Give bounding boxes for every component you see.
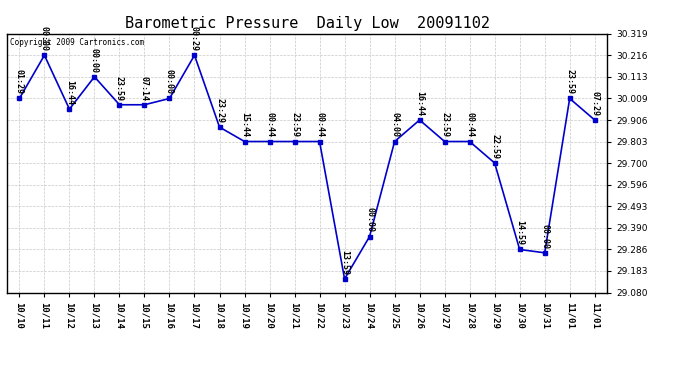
Text: 04:00: 04:00 (390, 112, 399, 137)
Text: 23:59: 23:59 (440, 112, 449, 137)
Text: 16:44: 16:44 (65, 80, 74, 105)
Title: Barometric Pressure  Daily Low  20091102: Barometric Pressure Daily Low 20091102 (125, 16, 489, 31)
Text: 00:29: 00:29 (190, 26, 199, 51)
Text: 16:44: 16:44 (415, 91, 424, 116)
Text: 00:44: 00:44 (315, 112, 324, 137)
Text: 00:00: 00:00 (40, 26, 49, 51)
Text: 23:29: 23:29 (215, 98, 224, 123)
Text: 00:00: 00:00 (540, 224, 549, 249)
Text: 23:59: 23:59 (565, 69, 574, 94)
Text: 01:29: 01:29 (15, 69, 24, 94)
Text: 00:44: 00:44 (465, 112, 474, 137)
Text: 07:29: 07:29 (590, 91, 599, 116)
Text: Copyright 2009 Cartronics.com: Copyright 2009 Cartronics.com (10, 38, 144, 46)
Text: 23:59: 23:59 (290, 112, 299, 137)
Text: 23:59: 23:59 (115, 76, 124, 100)
Text: 00:44: 00:44 (265, 112, 274, 137)
Text: 00:00: 00:00 (165, 69, 174, 94)
Text: 00:00: 00:00 (365, 207, 374, 232)
Text: 07:14: 07:14 (140, 76, 149, 100)
Text: 14:59: 14:59 (515, 220, 524, 245)
Text: 00:00: 00:00 (90, 48, 99, 73)
Text: 22:59: 22:59 (490, 134, 499, 159)
Text: 15:44: 15:44 (240, 112, 249, 137)
Text: 13:59: 13:59 (340, 250, 349, 275)
